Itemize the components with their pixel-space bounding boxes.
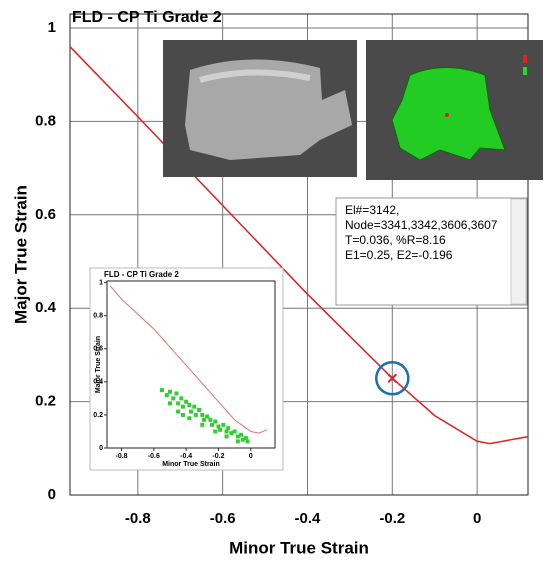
y-axis-label: Major True Strain	[11, 185, 30, 324]
x-tick-label: -0.8	[125, 510, 151, 527]
chart-title: FLD - CP Ti Grade 2	[72, 9, 222, 26]
inset-frame	[89, 267, 284, 471]
line-series	[109, 285, 268, 434]
y-tick-label: 0.2	[93, 412, 103, 419]
scatter-point	[168, 389, 172, 394]
fe-inset	[366, 40, 543, 180]
scatter-point	[226, 426, 231, 431]
y-tick-label: 0.4	[35, 299, 57, 316]
annotation-frame	[335, 197, 528, 306]
x-tick-label: -0.4	[180, 453, 192, 460]
scatter-point	[213, 419, 218, 424]
annotation-line: E1=0.25, E2=-0.196	[345, 248, 453, 262]
scatter-point	[210, 422, 214, 427]
y-tick-label: 0.8	[93, 313, 103, 320]
scatter-point	[159, 388, 164, 393]
plot-border	[106, 280, 276, 449]
scatter-point	[200, 412, 205, 417]
y-tick-label: 1	[48, 19, 56, 36]
scatter-point	[187, 403, 192, 408]
scatter-point	[164, 393, 169, 398]
x-tick-label: -0.6	[210, 510, 236, 527]
fe-legend-red	[523, 55, 527, 63]
x-tick-label: -0.4	[295, 510, 322, 527]
annotation-text: El#=3142,Node=3341,3342,3606,3607T=0.036…	[345, 203, 498, 262]
scatter-point	[218, 427, 223, 432]
y-tick-label: 0	[48, 486, 56, 503]
scatter-point	[180, 412, 185, 417]
y-tick-label: 0.6	[93, 346, 103, 353]
x-tick-label: -0.8	[116, 453, 128, 460]
scatter-point	[232, 429, 237, 434]
x-tick-label: -0.6	[148, 453, 160, 460]
scatter-point	[235, 439, 240, 444]
scatter-point	[208, 417, 213, 422]
scatter-point	[180, 404, 185, 409]
scatter-point	[174, 391, 179, 396]
y-tick-label: 0	[99, 445, 103, 452]
scatter-point	[197, 407, 202, 412]
photo-specimen	[185, 59, 352, 160]
y-tick-label: 0.8	[35, 112, 56, 129]
scatter-point	[216, 424, 221, 429]
annotation-line: T=0.036, %R=8.16	[345, 233, 446, 247]
scatter-point	[193, 412, 198, 417]
scatter-point	[213, 429, 218, 434]
scatter-point	[192, 404, 197, 409]
photo-highlight	[199, 69, 311, 83]
y-tick-label: 0.6	[35, 206, 56, 223]
highlight-circle	[375, 361, 410, 396]
x-tick-label: -0.2	[379, 510, 405, 527]
scatter-point	[240, 437, 245, 442]
scatter-point	[176, 409, 181, 414]
scatter-point	[176, 401, 181, 406]
plot-border	[69, 13, 529, 496]
scrollbar	[510, 198, 527, 305]
scatter-point	[184, 399, 189, 404]
scatter-point	[201, 417, 206, 422]
scatter-point	[200, 422, 205, 427]
annotation-box: El#=3142,Node=3341,3342,3606,3607T=0.036…	[335, 197, 528, 306]
scatter-point	[224, 429, 229, 434]
x-axis-label: Minor True Strain	[162, 461, 220, 468]
scatter-point	[168, 401, 172, 406]
x-tick-label: 0	[249, 453, 253, 460]
x-axis-label: Minor True Strain	[229, 538, 369, 557]
chart-title: FLD - CP Ti Grade 2	[104, 270, 179, 279]
x-tick-label: 0	[473, 510, 481, 527]
scatter-point	[239, 432, 244, 437]
scatter-point	[235, 434, 240, 439]
y-tick-label: 1	[99, 279, 103, 286]
fe-element	[445, 113, 449, 117]
highlight-cross	[387, 373, 398, 383]
x-tick-label: -0.2	[212, 453, 224, 460]
fe-legend-green	[523, 67, 527, 75]
scatter-point	[243, 436, 248, 441]
scatter-point	[221, 422, 226, 427]
scatter-point	[189, 409, 193, 414]
scatter-point	[171, 396, 176, 401]
scatter-point	[245, 439, 250, 444]
scatter-point	[205, 414, 210, 419]
y-tick-label: 0.2	[35, 393, 56, 410]
y-axis-label: Major True Strain	[95, 336, 102, 393]
scatter-point	[187, 416, 192, 421]
y-tick-label: 0.4	[93, 379, 103, 386]
scatter-point	[229, 431, 234, 436]
photo-inset	[163, 40, 357, 177]
scatter-point	[179, 396, 184, 401]
annotation-line: Node=3341,3342,3606,3607	[345, 218, 498, 232]
scatter-point	[224, 434, 229, 439]
annotation-line: El#=3142,	[345, 203, 399, 217]
